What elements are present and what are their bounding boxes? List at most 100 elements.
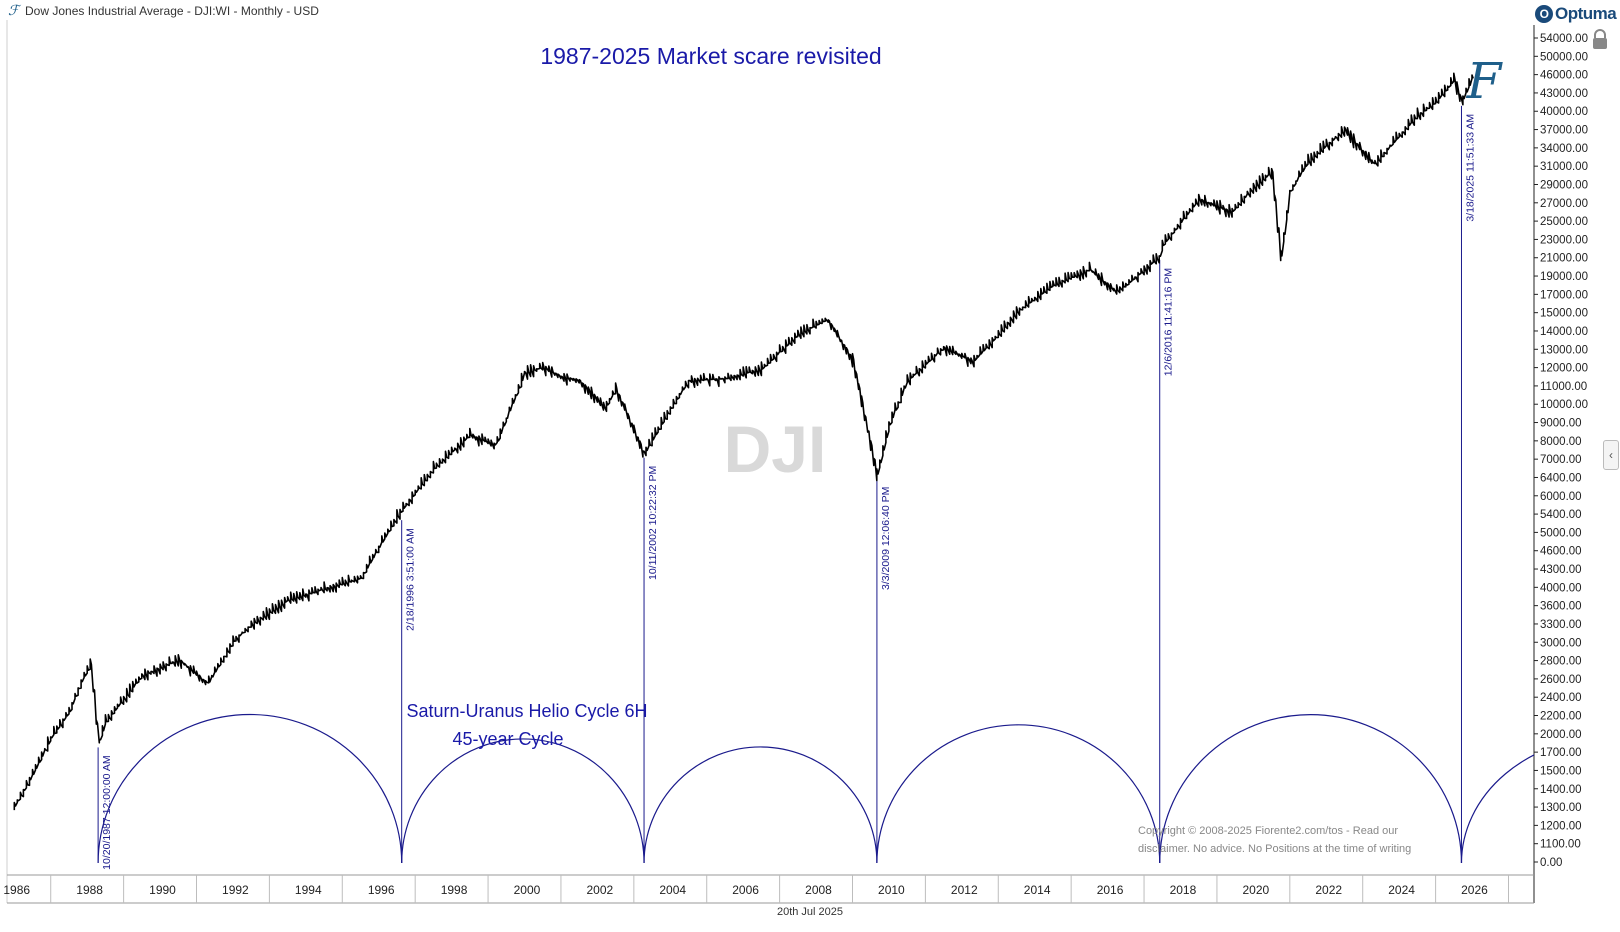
cycle-arcs [97, 713, 1534, 864]
cycle-date-label: 2/18/1996 3:51:00 AM [405, 528, 417, 631]
y-tick-label: 29000.00 [1540, 179, 1588, 191]
x-tick-label: 2016 [1097, 883, 1124, 897]
y-tick-label: 3600.00 [1540, 601, 1582, 613]
watermark: DJI [724, 412, 827, 486]
collapse-panel-button[interactable]: ‹ [1603, 440, 1619, 470]
x-tick-label: 1988 [76, 883, 103, 897]
cycle-date-label: 10/20/1987 12:00:00 AM [101, 755, 113, 869]
y-tick-label: 3000.00 [1540, 637, 1582, 649]
x-tick-label: 2020 [1242, 883, 1269, 897]
y-tick-label: 5000.00 [1540, 527, 1582, 539]
y-tick-label: 1700.00 [1540, 747, 1582, 759]
x-tick-label: 2002 [586, 883, 613, 897]
x-tick-label: 2010 [878, 883, 905, 897]
x-tick-label: 2006 [732, 883, 759, 897]
x-tick-label: 2004 [659, 883, 686, 897]
y-tick-label: 43000.00 [1540, 88, 1588, 100]
y-tick-label: 7000.00 [1540, 454, 1582, 466]
y-tick-label: 0.00 [1540, 857, 1562, 869]
instrument-title: Dow Jones Industrial Average - DJI:WI - … [25, 4, 319, 18]
cycle-arc [643, 746, 878, 864]
y-tick-label: 40000.00 [1540, 106, 1588, 118]
x-tick-label: 2026 [1461, 883, 1488, 897]
y-tick-label: 1200.00 [1540, 820, 1582, 832]
cycle-date-label: 12/6/2016 11:41:16 PM [1163, 268, 1175, 376]
y-tick-label: 54000.00 [1540, 33, 1588, 45]
optuma-brand: O Optuma [1535, 3, 1617, 25]
y-tick-label: 1100.00 [1540, 839, 1581, 851]
x-tick-label: 2018 [1170, 883, 1197, 897]
y-tick-label: 2000.00 [1540, 729, 1582, 741]
lock-icon[interactable] [1590, 28, 1610, 50]
y-tick-label: 5400.00 [1540, 509, 1582, 521]
y-axis-ticks: 54000.00 50000.00 46000.00 43000.00 40000.00… [1534, 33, 1588, 869]
y-tick-label: 2400.00 [1540, 692, 1582, 704]
y-tick-label: 9000.00 [1540, 418, 1582, 430]
x-tick-label: 2014 [1024, 883, 1051, 897]
cycle-arc [1159, 713, 1463, 864]
x-tick-label: 1990 [149, 883, 176, 897]
y-tick-label: 21000.00 [1540, 253, 1588, 265]
footer-date: 20th Jul 2025 [776, 906, 844, 918]
y-tick-label: 1300.00 [1540, 802, 1582, 814]
y-tick-label: 15000.00 [1540, 308, 1588, 320]
optuma-brand-name: Optuma [1555, 4, 1617, 23]
y-tick-label: 6400.00 [1540, 472, 1582, 484]
y-tick-label: 46000.00 [1540, 70, 1588, 82]
y-tick-label: 1400.00 [1540, 784, 1582, 796]
cycle-arc [401, 738, 645, 864]
y-tick-label: 12000.00 [1540, 363, 1588, 375]
cycle-date-label: 10/11/2002 10:22:32 PM [647, 466, 659, 580]
copyright-line-1: Copyright © 2008-2025 Fiorente2.com/tos … [1138, 825, 1398, 837]
fiorente-f-icon: ℱ [8, 3, 20, 19]
price-series-line[interactable] [13, 72, 1474, 811]
cycle-date-label: 3/18/2025 11:51:33 AM [1464, 114, 1476, 222]
y-tick-label: 6000.00 [1540, 491, 1582, 503]
y-tick-label: 25000.00 [1540, 216, 1588, 228]
y-tick-label: 34000.00 [1540, 143, 1588, 155]
cycle-arc [876, 724, 1161, 864]
y-tick-label: 2200.00 [1540, 711, 1582, 723]
y-tick-label: 17000.00 [1540, 289, 1588, 301]
cycle-label-line-2: 45-year Cycle [452, 729, 563, 749]
cycle-arc [1460, 755, 1534, 864]
y-tick-label: 27000.00 [1540, 198, 1588, 210]
x-tick-label: 2024 [1388, 883, 1415, 897]
chart-title: 1987-2025 Market scare revisited [540, 43, 881, 69]
y-tick-label: 3300.00 [1540, 619, 1582, 631]
x-axis-ticks: 1986 1988 1990 1992 1994 1996 1998 2000 2002 2004… [3, 875, 1509, 903]
x-tick-label: 1986 [3, 883, 30, 897]
copyright-line-2: disclaimer. No advice. No Positions at t… [1138, 843, 1411, 855]
x-tick-label: 1992 [222, 883, 249, 897]
y-tick-label: 50000.00 [1540, 51, 1588, 63]
x-tick-label: 2008 [805, 883, 832, 897]
y-tick-label: 19000.00 [1540, 271, 1588, 283]
y-tick-label: 10000.00 [1540, 399, 1588, 411]
y-tick-label: 31000.00 [1540, 161, 1588, 173]
chart-header: ℱ Dow Jones Industrial Average - DJI:WI … [8, 2, 319, 20]
y-tick-label: 8000.00 [1540, 436, 1582, 448]
y-tick-label: 11000.00 [1540, 381, 1587, 393]
x-tick-label: 1998 [441, 883, 468, 897]
x-tick-label: 2012 [951, 883, 978, 897]
y-tick-label: 4600.00 [1540, 546, 1582, 558]
x-tick-label: 2000 [514, 883, 541, 897]
y-tick-label: 23000.00 [1540, 234, 1588, 246]
y-tick-label: 4300.00 [1540, 564, 1582, 576]
y-tick-label: 14000.00 [1540, 326, 1588, 338]
x-tick-label: 2022 [1315, 883, 1342, 897]
y-tick-label: 2800.00 [1540, 656, 1582, 668]
cycle-label-line-1: Saturn-Uranus Helio Cycle 6H [406, 701, 647, 721]
y-tick-label: 2600.00 [1540, 674, 1582, 686]
x-tick-label: 1996 [368, 883, 395, 897]
y-tick-label: 4000.00 [1540, 582, 1582, 594]
cycle-arc [97, 713, 403, 864]
optuma-logo-icon: O [1535, 5, 1553, 23]
y-tick-label: 37000.00 [1540, 125, 1588, 137]
cycle-date-label: 3/3/2009 12:06:40 PM [880, 487, 892, 590]
x-tick-label: 1994 [295, 883, 322, 897]
cycle-date-lines: 10/20/1987 12:00:00 AM 2/18/1996 3:51:00 … [97, 105, 1476, 870]
y-tick-label: 1500.00 [1540, 765, 1582, 777]
y-tick-label: 13000.00 [1540, 344, 1588, 356]
